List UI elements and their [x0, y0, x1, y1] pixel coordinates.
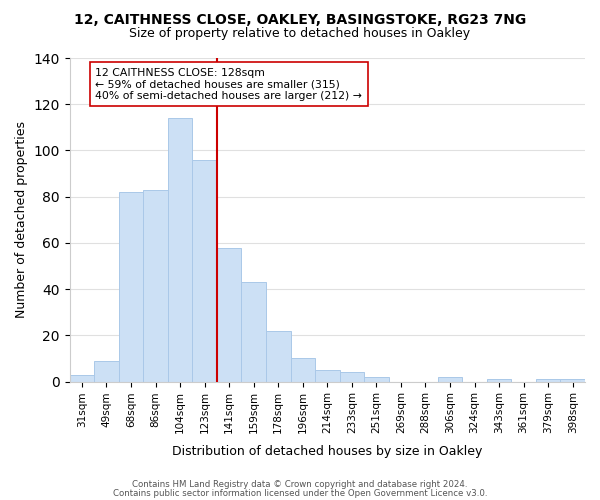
Bar — [487, 379, 511, 382]
Bar — [560, 379, 585, 382]
Text: 12, CAITHNESS CLOSE, OAKLEY, BASINGSTOKE, RG23 7NG: 12, CAITHNESS CLOSE, OAKLEY, BASINGSTOKE… — [74, 12, 526, 26]
Bar — [217, 248, 241, 382]
Bar — [290, 358, 315, 382]
Bar — [94, 360, 119, 382]
Bar — [438, 377, 462, 382]
Bar — [193, 160, 217, 382]
Bar — [266, 330, 290, 382]
Bar — [315, 370, 340, 382]
Text: Contains HM Land Registry data © Crown copyright and database right 2024.: Contains HM Land Registry data © Crown c… — [132, 480, 468, 489]
Bar — [119, 192, 143, 382]
X-axis label: Distribution of detached houses by size in Oakley: Distribution of detached houses by size … — [172, 444, 482, 458]
Bar — [143, 190, 168, 382]
Bar — [168, 118, 193, 382]
Bar — [364, 377, 389, 382]
Bar — [241, 282, 266, 382]
Text: Size of property relative to detached houses in Oakley: Size of property relative to detached ho… — [130, 28, 470, 40]
Bar — [70, 374, 94, 382]
Text: Contains public sector information licensed under the Open Government Licence v3: Contains public sector information licen… — [113, 488, 487, 498]
Bar — [340, 372, 364, 382]
Bar — [536, 379, 560, 382]
Y-axis label: Number of detached properties: Number of detached properties — [15, 122, 28, 318]
Text: 12 CAITHNESS CLOSE: 128sqm
← 59% of detached houses are smaller (315)
40% of sem: 12 CAITHNESS CLOSE: 128sqm ← 59% of deta… — [95, 68, 362, 101]
